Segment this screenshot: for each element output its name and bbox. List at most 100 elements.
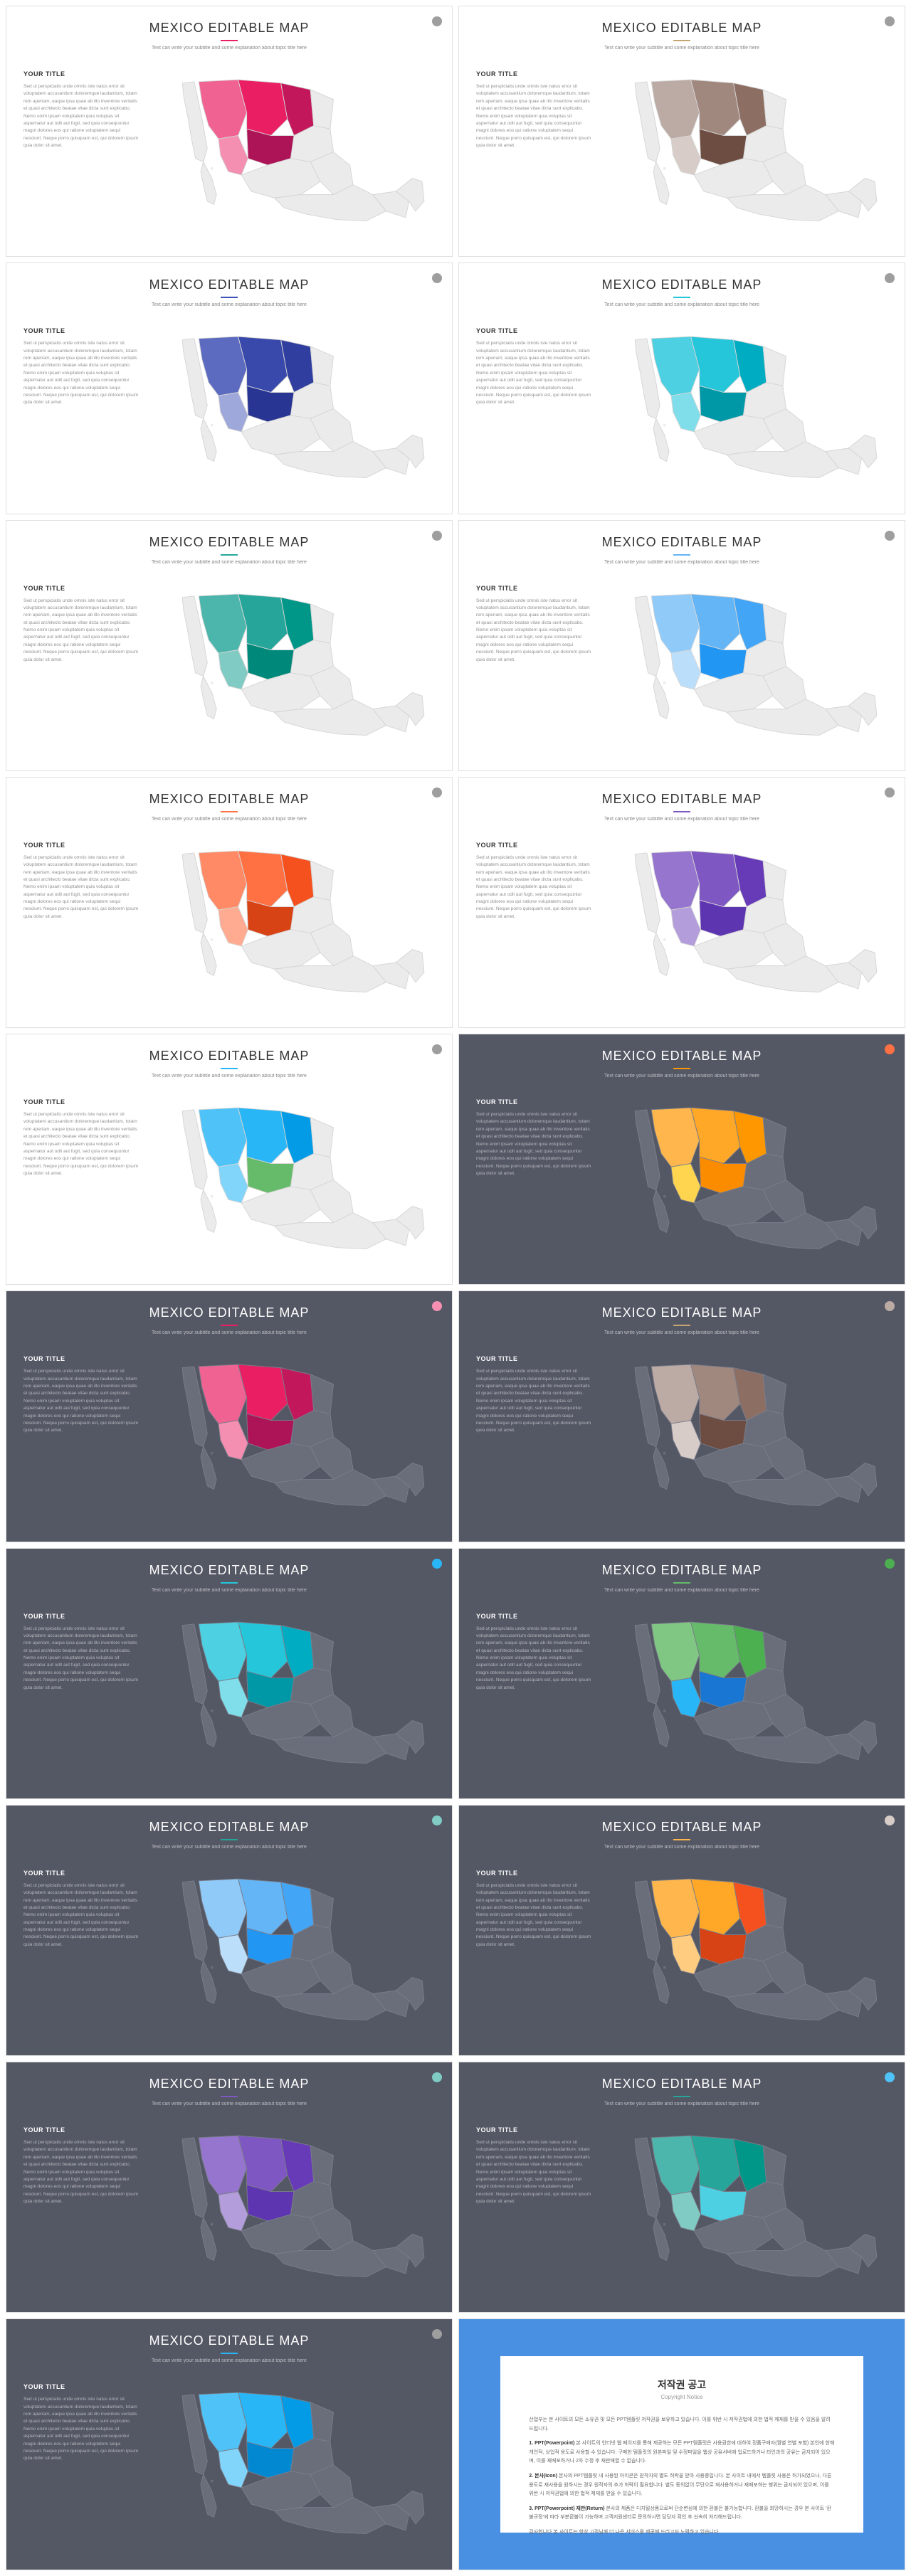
title-underline bbox=[673, 1582, 690, 1584]
mexico-map bbox=[153, 2376, 435, 2547]
slide-17: MEXICO EDITABLE MAP Text can write your … bbox=[6, 2062, 453, 2313]
region-2 bbox=[690, 336, 739, 392]
body-text: Sed ut perspiciatis unde omnis iste natu… bbox=[23, 83, 139, 150]
mexico-map bbox=[153, 834, 435, 1005]
region-2 bbox=[690, 1364, 739, 1420]
text-column: YOUR TITLE Sed ut perspiciatis unde omni… bbox=[476, 578, 591, 664]
map-column bbox=[153, 1862, 435, 2033]
slide-subtitle: Text can write your subtitle and some ex… bbox=[23, 817, 435, 822]
region-1 bbox=[199, 336, 246, 396]
map-column bbox=[153, 1348, 435, 1519]
title-underline bbox=[221, 1582, 238, 1584]
title-underline bbox=[673, 811, 690, 812]
slide-7: MEXICO EDITABLE MAP Text can write your … bbox=[6, 777, 453, 1028]
region-1 bbox=[651, 594, 699, 653]
body-text: Sed ut perspiciatis unde omnis iste natu… bbox=[476, 1111, 591, 1178]
body-text: Sed ut perspiciatis unde omnis iste natu… bbox=[476, 854, 591, 921]
body-text: Sed ut perspiciatis unde omnis iste natu… bbox=[476, 1626, 591, 1692]
region-1 bbox=[199, 80, 246, 139]
slide-11: MEXICO EDITABLE MAP Text can write your … bbox=[6, 1290, 453, 1542]
slide-14: MEXICO EDITABLE MAP Text can write your … bbox=[458, 1548, 905, 1799]
copyright-item-label: 1. PPT(Powerpoint) bbox=[529, 2441, 574, 2446]
body-text: Sed ut perspiciatis unde omnis iste natu… bbox=[476, 1368, 591, 1435]
mexico-map bbox=[606, 1606, 888, 1776]
slide-subtitle: Text can write your subtitle and some ex… bbox=[476, 1074, 888, 1078]
region-1 bbox=[651, 851, 699, 910]
slide-subtitle: Text can write your subtitle and some ex… bbox=[476, 1330, 888, 1335]
body-text: Sed ut perspiciatis unde omnis iste natu… bbox=[23, 2139, 139, 2206]
slide-body: YOUR TITLE Sed ut perspiciatis unde omni… bbox=[23, 578, 435, 756]
region-3 bbox=[218, 2192, 248, 2231]
region-3 bbox=[671, 1164, 701, 1203]
slide-body: YOUR TITLE Sed ut perspiciatis unde omni… bbox=[23, 2376, 435, 2555]
slide-header: MEXICO EDITABLE MAP Text can write your … bbox=[23, 1563, 435, 1593]
copyright-item-3: 3. PPT(Powerpoint) 재판(Return) 본사의 제품은 디지… bbox=[529, 2505, 834, 2523]
slide-title: MEXICO EDITABLE MAP bbox=[476, 1820, 888, 1835]
section-title: YOUR TITLE bbox=[23, 585, 139, 592]
region-2 bbox=[238, 594, 287, 650]
region-4 bbox=[733, 1111, 766, 1164]
slide-8: MEXICO EDITABLE MAP Text can write your … bbox=[458, 777, 905, 1028]
region-3 bbox=[218, 136, 248, 175]
slide-header: MEXICO EDITABLE MAP Text can write your … bbox=[23, 535, 435, 565]
section-title: YOUR TITLE bbox=[476, 1098, 591, 1106]
map-column bbox=[606, 834, 888, 1005]
region-1 bbox=[199, 1108, 246, 1167]
copyright-item-2: 2. 본사(Icon) 본사의 PPT템플릿 내 사용된 아이콘은 원작자의 별… bbox=[529, 2472, 834, 2499]
mexico-map bbox=[606, 63, 888, 234]
map-column bbox=[153, 578, 435, 748]
slide-title: MEXICO EDITABLE MAP bbox=[476, 1563, 888, 1578]
region-3 bbox=[218, 650, 248, 689]
slide-header: MEXICO EDITABLE MAP Text can write your … bbox=[476, 2077, 888, 2106]
slide-3: MEXICO EDITABLE MAP Text can write your … bbox=[6, 263, 453, 514]
slide-title: MEXICO EDITABLE MAP bbox=[476, 2077, 888, 2092]
region-3 bbox=[218, 393, 248, 432]
slide-2: MEXICO EDITABLE MAP Text can write your … bbox=[458, 6, 905, 257]
slide-body: YOUR TITLE Sed ut perspiciatis unde omni… bbox=[23, 1606, 435, 1784]
body-text: Sed ut perspiciatis unde omnis iste natu… bbox=[23, 598, 139, 664]
map-column bbox=[153, 63, 435, 234]
map-column bbox=[153, 2376, 435, 2547]
region-1 bbox=[651, 1364, 699, 1424]
slide-5: MEXICO EDITABLE MAP Text can write your … bbox=[6, 520, 453, 771]
slide-body: YOUR TITLE Sed ut perspiciatis unde omni… bbox=[476, 1862, 888, 2041]
title-underline bbox=[221, 40, 238, 41]
section-title: YOUR TITLE bbox=[23, 2383, 139, 2390]
slide-body: YOUR TITLE Sed ut perspiciatis unde omni… bbox=[23, 2119, 435, 2298]
body-text: Sed ut perspiciatis unde omnis iste natu… bbox=[23, 1882, 139, 1949]
slide-subtitle: Text can write your subtitle and some ex… bbox=[23, 1330, 435, 1335]
region-2 bbox=[238, 2392, 287, 2448]
region-1 bbox=[199, 1879, 246, 1938]
map-column bbox=[153, 1606, 435, 1776]
slide-subtitle: Text can write your subtitle and some ex… bbox=[476, 302, 888, 307]
map-column bbox=[153, 1091, 435, 1262]
region-2 bbox=[238, 1622, 287, 1677]
copyright-item-text: 본 사이트의 인터넷 웹 페이지를 통해 제공하는 모든 PPT템플릿은 사용권… bbox=[529, 2441, 834, 2464]
slide-body: YOUR TITLE Sed ut perspiciatis unde omni… bbox=[476, 320, 888, 499]
region-2 bbox=[238, 336, 287, 392]
slide-header: MEXICO EDITABLE MAP Text can write your … bbox=[476, 1305, 888, 1335]
body-text: Sed ut perspiciatis unde omnis iste natu… bbox=[476, 83, 591, 150]
region-1 bbox=[651, 2136, 699, 2195]
mexico-map bbox=[606, 1348, 888, 1519]
region-3 bbox=[218, 2449, 248, 2488]
region-3 bbox=[671, 650, 701, 689]
copyright-title: 저작권 공고 bbox=[658, 2378, 706, 2392]
map-column bbox=[606, 578, 888, 748]
region-2 bbox=[238, 1364, 287, 1420]
mexico-map bbox=[153, 63, 435, 234]
map-column bbox=[606, 1348, 888, 1519]
map-column bbox=[606, 2119, 888, 2290]
slide-19: MEXICO EDITABLE MAP Text can write your … bbox=[6, 2318, 453, 2570]
map-column bbox=[153, 2119, 435, 2290]
slide-title: MEXICO EDITABLE MAP bbox=[476, 535, 888, 550]
section-title: YOUR TITLE bbox=[476, 1355, 591, 1362]
text-column: YOUR TITLE Sed ut perspiciatis unde omni… bbox=[476, 1862, 591, 1949]
section-title: YOUR TITLE bbox=[23, 327, 139, 334]
region-4 bbox=[280, 83, 313, 136]
slide-6: MEXICO EDITABLE MAP Text can write your … bbox=[458, 520, 905, 771]
slide-header: MEXICO EDITABLE MAP Text can write your … bbox=[476, 792, 888, 822]
text-column: YOUR TITLE Sed ut perspiciatis unde omni… bbox=[23, 320, 139, 407]
slide-subtitle: Text can write your subtitle and some ex… bbox=[476, 1845, 888, 1850]
mexico-map bbox=[606, 578, 888, 748]
